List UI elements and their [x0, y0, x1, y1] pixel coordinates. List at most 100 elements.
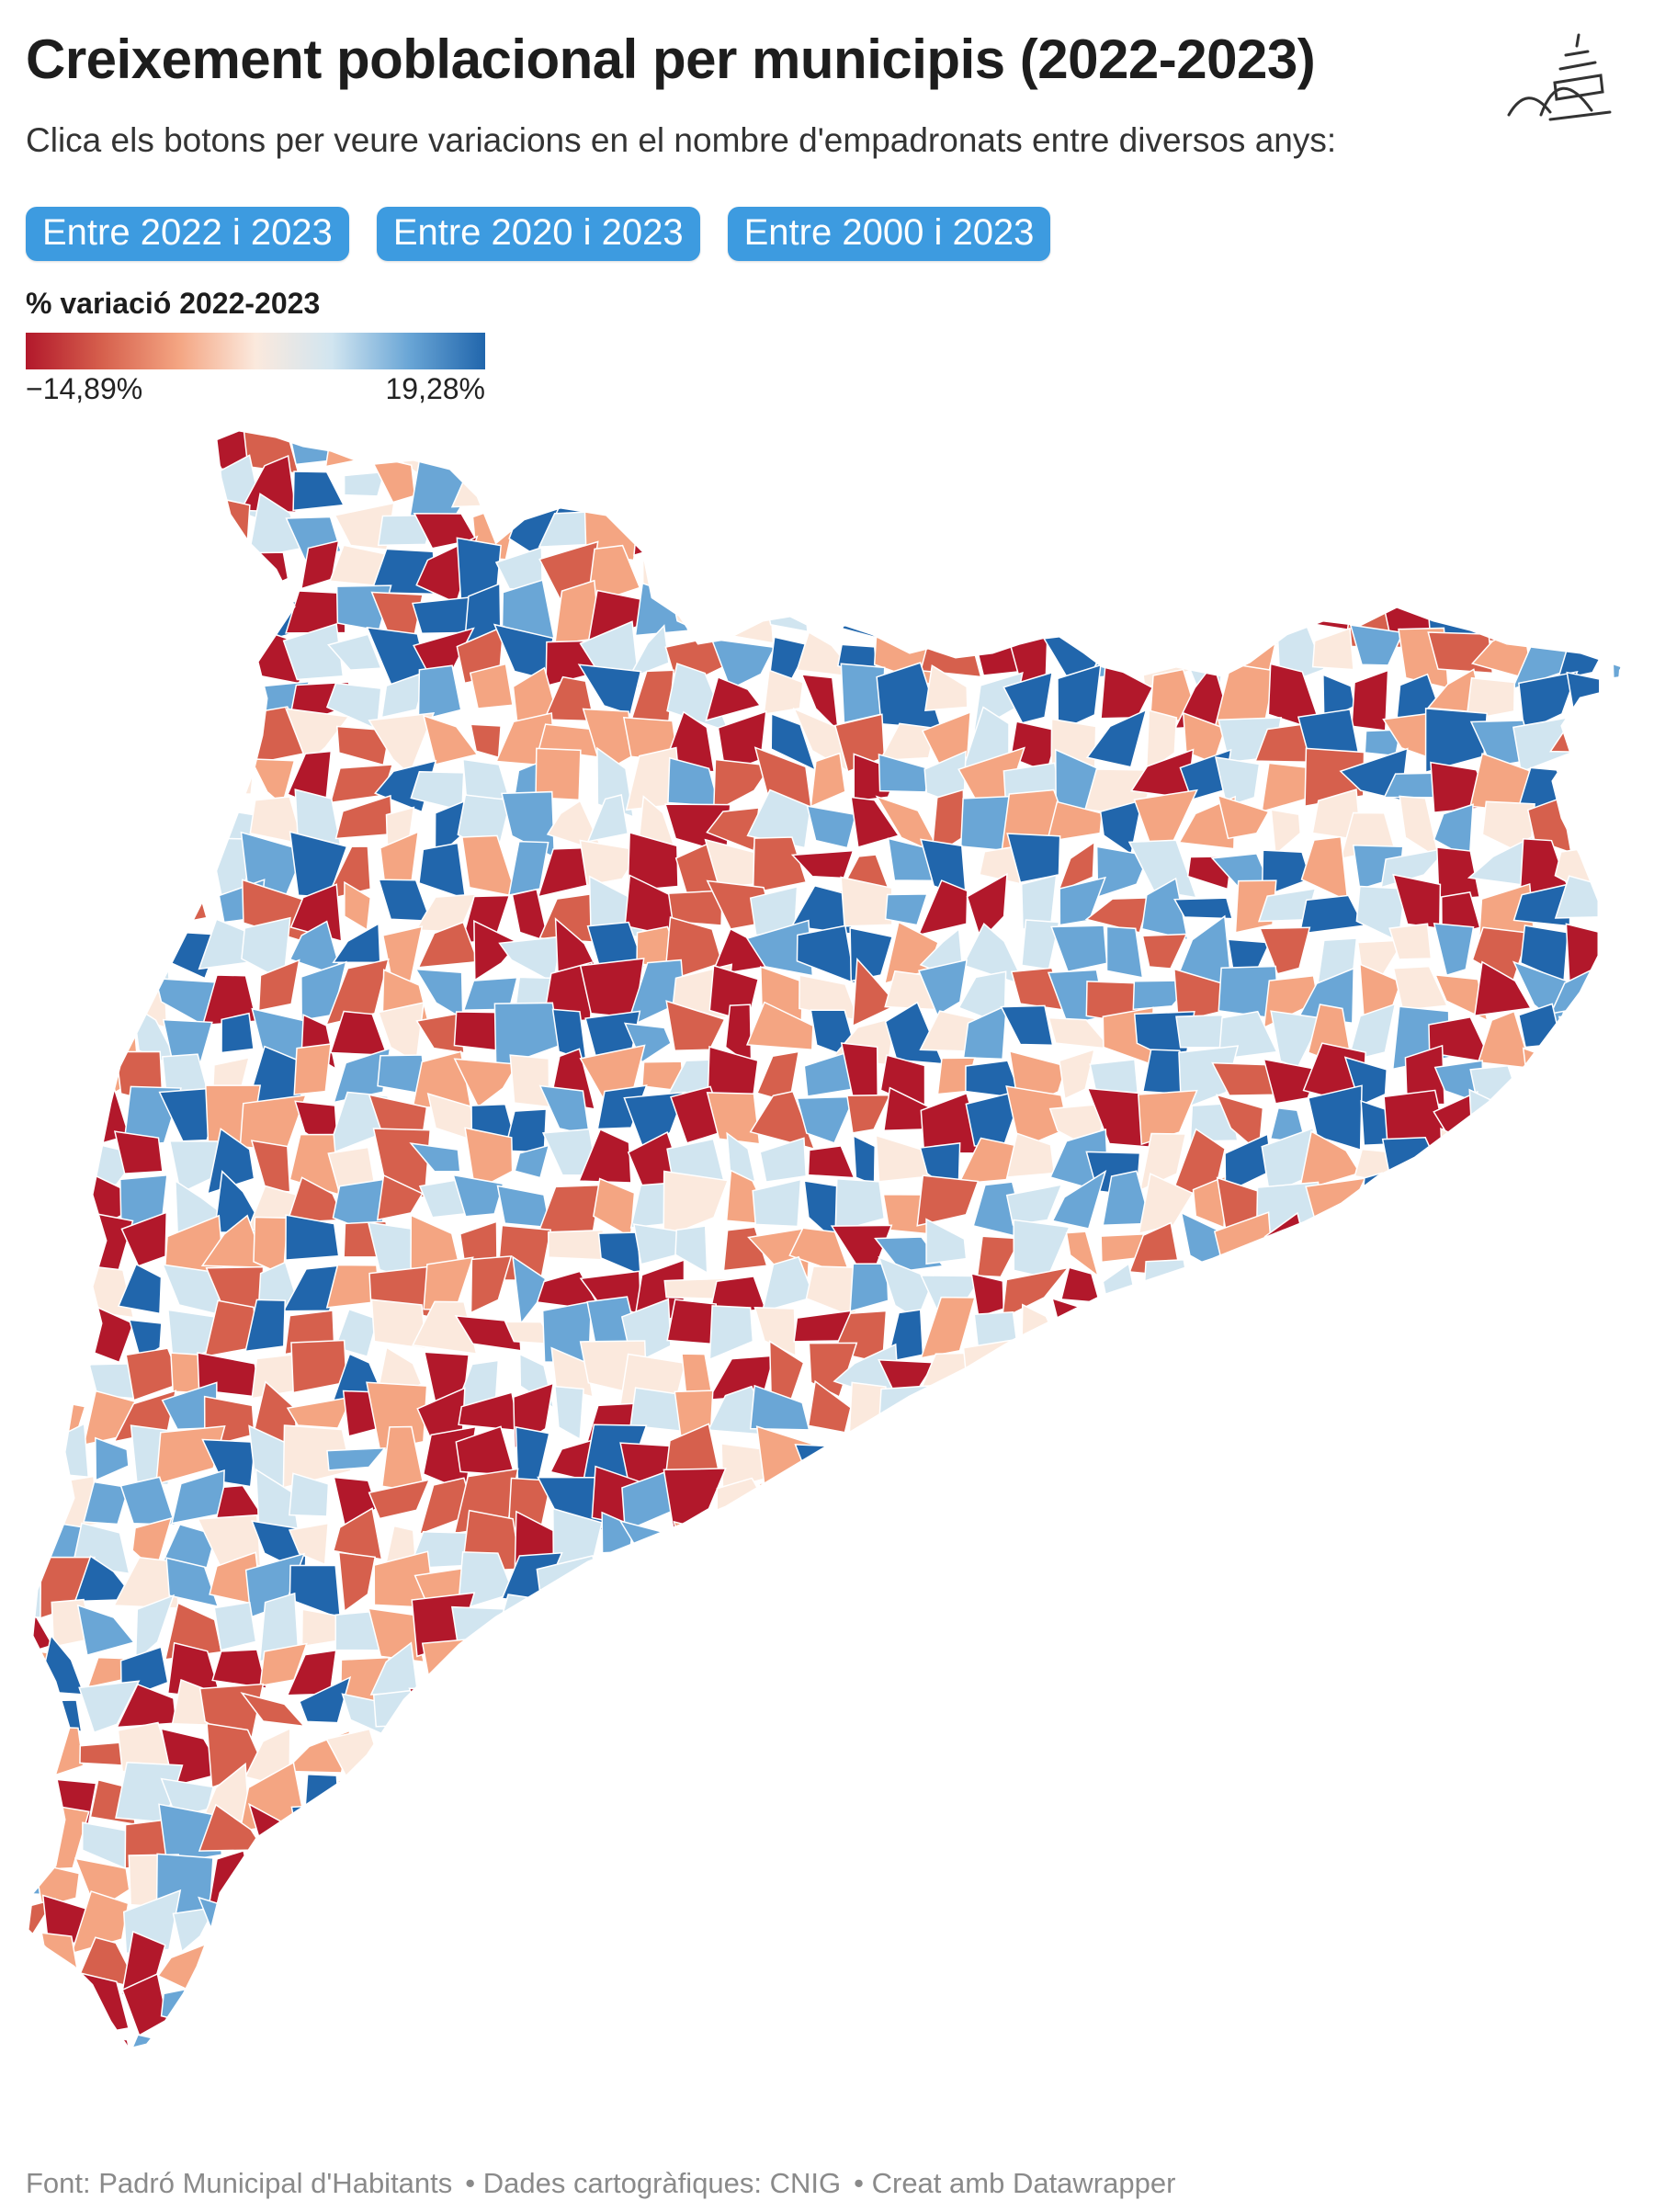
- municipality-area: [1059, 1048, 1096, 1100]
- municipality-area: [759, 1137, 808, 1183]
- municipality-area: [807, 1145, 855, 1179]
- municipality-area: [1001, 1266, 1071, 1321]
- municipality-area: [1000, 1004, 1054, 1047]
- municipality-area: [586, 794, 629, 843]
- municipality-area: [334, 1308, 379, 1358]
- municipality-area: [201, 1438, 256, 1488]
- municipality-area: [172, 1906, 217, 1953]
- municipality-area: [1137, 1089, 1198, 1146]
- municipality-area: [1392, 965, 1449, 1012]
- municipality-area: [326, 1446, 387, 1471]
- municipality-area: [712, 758, 773, 813]
- municipality-area: [453, 1058, 519, 1108]
- municipality-area: [244, 1299, 287, 1353]
- municipality-area: [83, 1480, 130, 1526]
- municipality-area: [1466, 676, 1516, 721]
- municipality-area: [579, 839, 642, 887]
- subtitle: Clica els botons per veure variacions en…: [26, 121, 1337, 159]
- municipality-area: [409, 1142, 461, 1173]
- municipality-area: [380, 670, 428, 719]
- municipality-area: [415, 1012, 465, 1054]
- municipality-area: [979, 845, 1021, 885]
- municipality-area: [846, 1094, 891, 1134]
- municipality-area: [117, 1263, 163, 1315]
- municipality-area: [1270, 809, 1302, 856]
- municipality-area: [578, 1128, 632, 1184]
- municipality-area: [464, 1127, 514, 1192]
- legend-max-label: 19,28%: [385, 372, 485, 405]
- municipality-area: [1433, 923, 1475, 977]
- municipality-area: [289, 1472, 330, 1517]
- period-2020-2023-button[interactable]: Entre 2020 i 2023: [376, 207, 700, 261]
- municipality-area: [285, 1214, 340, 1261]
- municipality-area: [380, 1425, 426, 1494]
- municipality-area: [597, 1231, 641, 1276]
- municipality-area: [746, 788, 811, 849]
- municipality-area: [577, 664, 642, 716]
- municipality-area: [810, 752, 846, 808]
- cartography-credit: • Dades cartogràfiques: CNIG: [465, 2167, 842, 2199]
- municipality-area: [627, 624, 670, 681]
- municipality-area: [514, 1144, 550, 1179]
- municipality-area: [1065, 1231, 1100, 1278]
- municipality-area: [1046, 800, 1103, 843]
- municipality-area: [332, 1507, 383, 1560]
- municipality-area: [834, 1177, 886, 1233]
- municipality-area: [1127, 839, 1198, 899]
- municipality-area: [165, 1557, 220, 1608]
- municipality-area: [808, 1342, 858, 1399]
- municipality-area: [547, 1229, 605, 1261]
- municipality-area: [285, 708, 350, 766]
- municipality-area: [343, 471, 386, 497]
- ship-logo-icon: [1507, 33, 1612, 121]
- municipality-area: [916, 1174, 980, 1227]
- municipality-area: [674, 1225, 708, 1275]
- municipality-area: [454, 1315, 522, 1352]
- municipality-area: [470, 1255, 513, 1314]
- municipality-area: [807, 1379, 852, 1434]
- municipality-area: [1003, 671, 1054, 724]
- municipality-area: [134, 1594, 176, 1663]
- municipality-area: [501, 579, 555, 642]
- municipality-area: [1259, 926, 1311, 975]
- municipality-area: [211, 1649, 268, 1690]
- municipality-area: [376, 1174, 424, 1221]
- municipality-area: [206, 1128, 255, 1195]
- municipality-area: [550, 1346, 595, 1398]
- municipality-area: [1138, 1173, 1195, 1235]
- municipality-area: [1140, 877, 1189, 941]
- municipality-area: [920, 1296, 976, 1359]
- municipality-area: [1105, 925, 1144, 979]
- municipality-area: [1388, 923, 1433, 960]
- municipality-area: [884, 893, 929, 926]
- period-2000-2023-button[interactable]: Entre 2000 i 2023: [727, 207, 1051, 261]
- period-2022-2023-button[interactable]: Entre 2022 i 2023: [26, 207, 349, 261]
- municipality-area: [1346, 1003, 1397, 1063]
- municipality-area: [806, 805, 857, 849]
- municipality-area: [76, 1604, 136, 1657]
- municipality-area: [1435, 846, 1481, 902]
- municipality-area: [327, 633, 382, 671]
- datawrapper-credit: • Creat amb Datawrapper: [854, 2167, 1176, 2199]
- municipality-area: [95, 1436, 130, 1481]
- municipality-area: [623, 1091, 686, 1152]
- municipality-area: [752, 1178, 802, 1228]
- municipality-area: [473, 919, 520, 981]
- municipality-area: [840, 876, 893, 927]
- municipality-area: [629, 1387, 682, 1432]
- municipality-area: [666, 1299, 718, 1345]
- municipality-area: [586, 921, 646, 970]
- municipality-area: [128, 1319, 163, 1361]
- municipality-area: [239, 455, 298, 513]
- municipality-area: [333, 1047, 391, 1104]
- municipality-area: [292, 471, 346, 512]
- municipality-area: [1057, 664, 1102, 733]
- municipality-area: [1051, 1169, 1107, 1230]
- municipality-area: [119, 1476, 176, 1526]
- municipality-area: [667, 890, 723, 926]
- municipality-area: [663, 1170, 730, 1239]
- municipality-area: [554, 1385, 584, 1441]
- municipality-area: [535, 747, 582, 801]
- municipality-area: [749, 1384, 810, 1431]
- municipality-area: [298, 1675, 352, 1724]
